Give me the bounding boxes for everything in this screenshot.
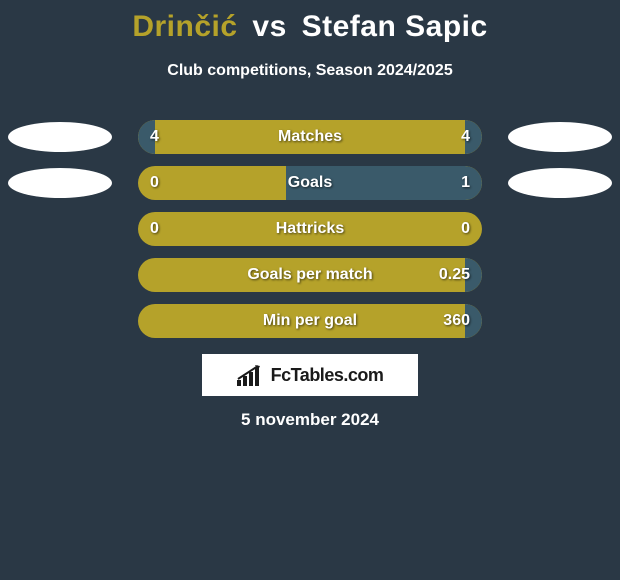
stat-value-right: 4 xyxy=(461,120,470,154)
stat-track xyxy=(138,120,482,154)
player1-name: Drinčić xyxy=(132,10,237,43)
stat-track xyxy=(138,258,482,292)
stat-value-left: 4 xyxy=(150,120,159,154)
player1-avatar xyxy=(8,122,112,152)
stat-value-left: 0 xyxy=(150,212,159,246)
vs-text: vs xyxy=(252,10,286,43)
player2-avatar xyxy=(508,168,612,198)
footer-date: 5 november 2024 xyxy=(0,410,620,430)
stat-row: Matches44 xyxy=(0,120,620,166)
stat-value-right: 1 xyxy=(461,166,470,200)
stat-fill-right xyxy=(286,166,482,200)
page-title: Drinčić vs Stefan Sapic xyxy=(0,0,620,44)
footer-logo: FcTables.com xyxy=(202,354,418,396)
stat-row: Min per goal360 xyxy=(0,304,620,350)
player2-name: Stefan Sapic xyxy=(302,10,488,43)
stat-row: Goals01 xyxy=(0,166,620,212)
stat-row: Goals per match0.25 xyxy=(0,258,620,304)
stats-container: Matches44Goals01Hattricks00Goals per mat… xyxy=(0,120,620,350)
footer-logo-text: FcTables.com xyxy=(271,365,384,386)
bars-icon xyxy=(237,364,265,386)
stat-value-right: 0 xyxy=(461,212,470,246)
stat-track xyxy=(138,166,482,200)
stat-row: Hattricks00 xyxy=(0,212,620,258)
stat-track xyxy=(138,304,482,338)
player2-avatar xyxy=(508,122,612,152)
subtitle: Club competitions, Season 2024/2025 xyxy=(0,62,620,80)
stat-value-right: 360 xyxy=(443,304,470,338)
stat-track xyxy=(138,212,482,246)
stat-value-left: 0 xyxy=(150,166,159,200)
stat-value-right: 0.25 xyxy=(439,258,470,292)
player1-avatar xyxy=(8,168,112,198)
